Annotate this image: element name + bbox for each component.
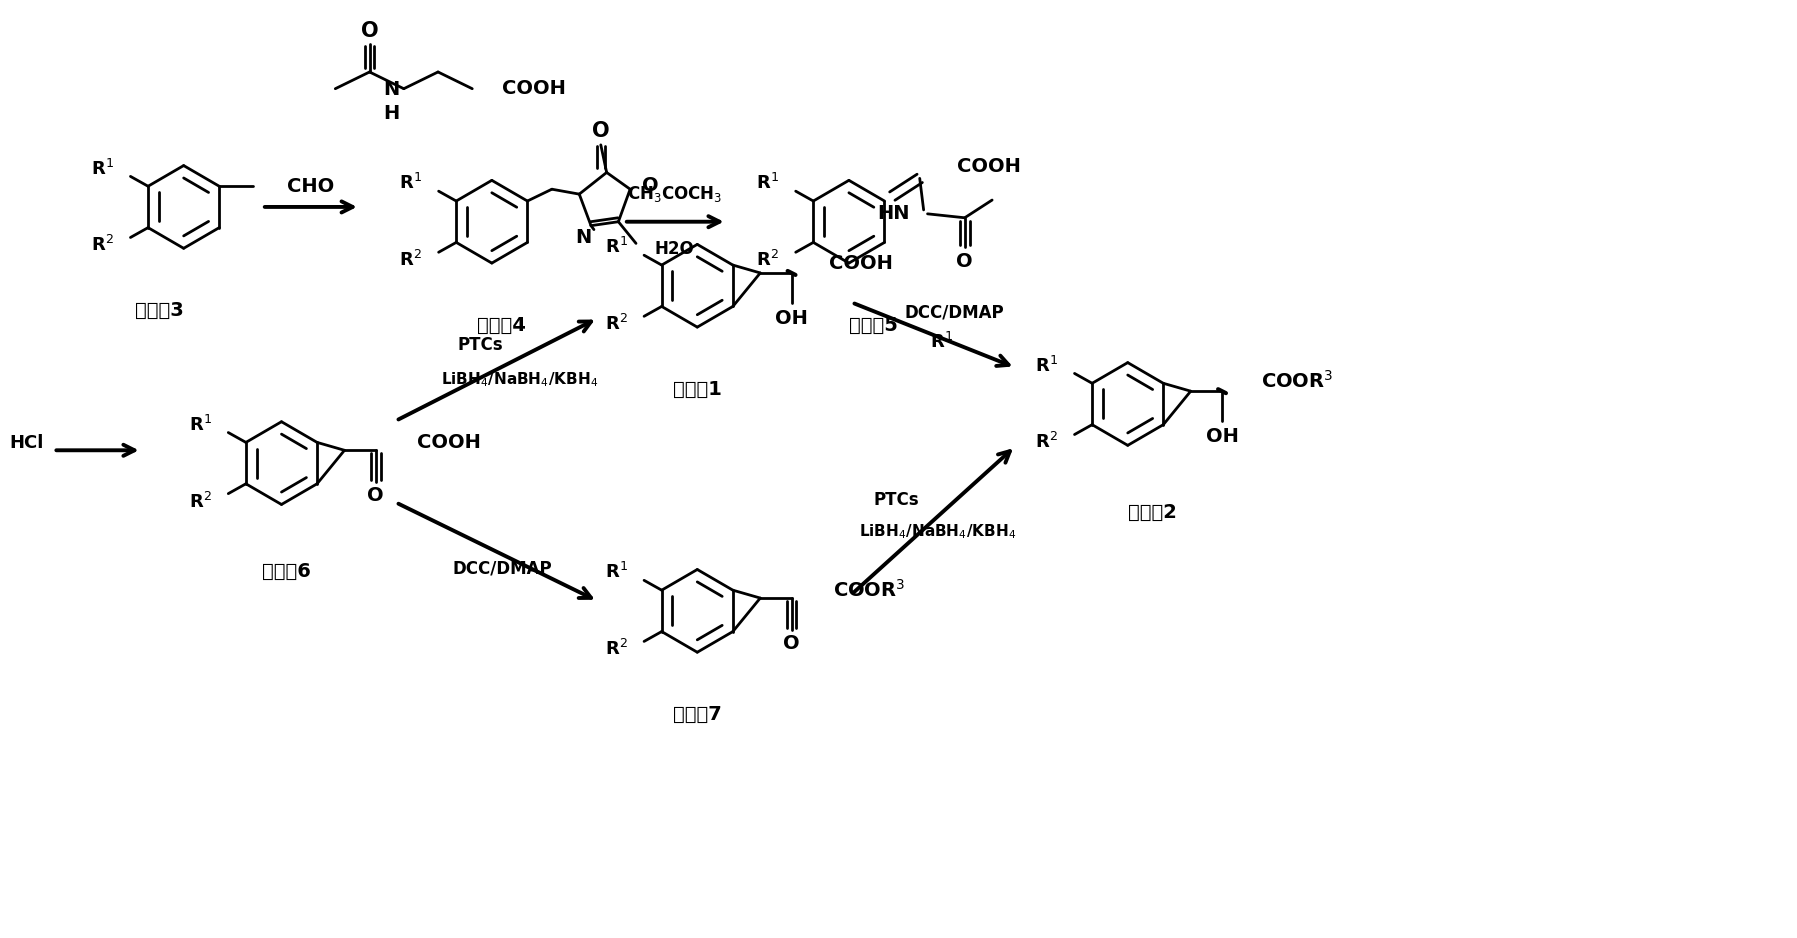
Text: R$^2$: R$^2$ (399, 250, 422, 270)
Text: COOH: COOH (828, 253, 893, 273)
Text: R$^1$: R$^1$ (931, 332, 952, 352)
Text: COOH: COOH (956, 157, 1021, 176)
Text: N: N (575, 228, 591, 247)
Text: HN: HN (877, 204, 909, 223)
Text: 化合物5: 化合物5 (848, 316, 898, 335)
Text: DCC/DMAP: DCC/DMAP (453, 559, 552, 578)
Text: R$^1$: R$^1$ (189, 415, 212, 434)
Text: 化合物1: 化合物1 (672, 380, 722, 399)
Text: CH$_3$COCH$_3$: CH$_3$COCH$_3$ (627, 184, 722, 204)
Text: R$^2$: R$^2$ (757, 250, 780, 270)
Text: R$^2$: R$^2$ (1035, 432, 1058, 452)
Text: LiBH$_4$/NaBH$_4$/KBH$_4$: LiBH$_4$/NaBH$_4$/KBH$_4$ (440, 370, 598, 388)
Text: CHO: CHO (288, 176, 334, 196)
Text: COOH: COOH (417, 433, 482, 452)
Text: OH: OH (1206, 427, 1238, 446)
Text: 化合物7: 化合物7 (672, 704, 722, 724)
Text: PTCs: PTCs (458, 336, 503, 354)
Text: 化合物2: 化合物2 (1129, 503, 1177, 522)
Text: R$^2$: R$^2$ (604, 314, 627, 334)
Text: H: H (383, 104, 401, 123)
Text: R$^1$: R$^1$ (1035, 356, 1058, 375)
Text: R$^1$: R$^1$ (92, 159, 113, 178)
Text: COOR$^3$: COOR$^3$ (1261, 371, 1333, 392)
Text: O: O (367, 486, 385, 505)
Text: R$^1$: R$^1$ (604, 237, 627, 257)
Text: R$^1$: R$^1$ (604, 563, 627, 582)
Text: DCC/DMAP: DCC/DMAP (904, 303, 1005, 322)
Text: O: O (591, 121, 609, 141)
Text: R$^1$: R$^1$ (399, 174, 422, 193)
Text: OH: OH (775, 309, 809, 327)
Text: 化合物3: 化合物3 (135, 301, 183, 320)
Text: R$^2$: R$^2$ (92, 235, 113, 255)
Text: O: O (361, 21, 379, 40)
Text: N: N (383, 81, 401, 99)
Text: O: O (956, 251, 972, 271)
Text: H2O: H2O (654, 240, 695, 258)
Text: COOR$^3$: COOR$^3$ (832, 580, 906, 601)
Text: COOH: COOH (501, 79, 566, 98)
Text: O: O (642, 175, 658, 195)
Text: PTCs: PTCs (873, 491, 918, 508)
Text: 化合物4: 化合物4 (478, 316, 527, 335)
Text: 化合物6: 化合物6 (262, 562, 311, 581)
Text: LiBH$_4$/NaBH$_4$/KBH$_4$: LiBH$_4$/NaBH$_4$/KBH$_4$ (859, 522, 1015, 541)
Text: R$^2$: R$^2$ (604, 639, 627, 659)
Text: R$^1$: R$^1$ (757, 174, 780, 193)
Text: O: O (783, 634, 800, 653)
Text: R$^2$: R$^2$ (189, 492, 212, 511)
Text: HCl: HCl (9, 434, 43, 452)
